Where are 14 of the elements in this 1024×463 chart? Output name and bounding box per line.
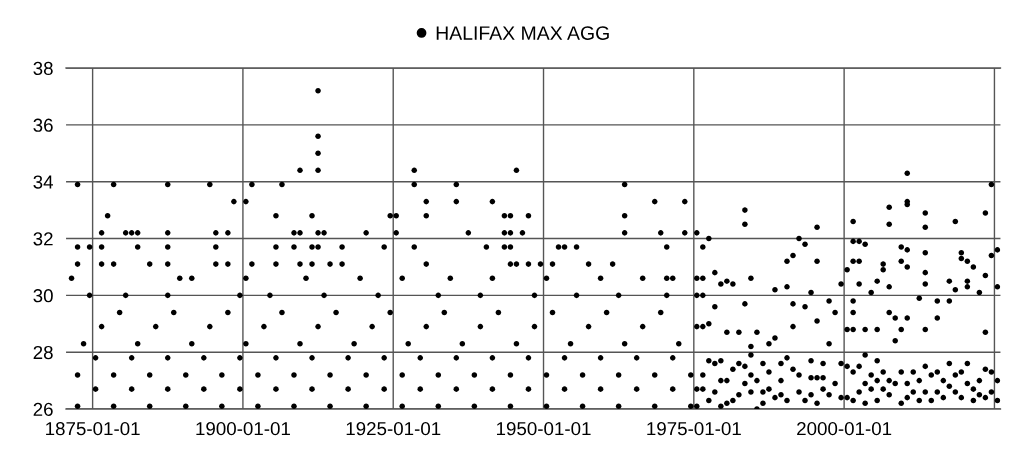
y-tick-label: 34 xyxy=(33,175,53,189)
x-tick-label: 1975-01-01 xyxy=(647,422,741,436)
x-tick-label: 1925-01-01 xyxy=(346,422,441,436)
y-tick-label: 30 xyxy=(33,289,53,303)
y-tick-label: 32 xyxy=(33,232,53,246)
x-tick-label: 1950-01-01 xyxy=(497,422,591,436)
legend-label: HALIFAX MAX AGG xyxy=(436,26,609,40)
x-tick-label: 1875-01-01 xyxy=(46,422,140,436)
y-tick-label: 26 xyxy=(33,402,53,416)
y-tick-label: 36 xyxy=(33,118,53,132)
y-tick-label: 38 xyxy=(33,61,53,76)
x-tick-label: 2000-01-01 xyxy=(797,422,892,436)
x-tick-label: 1900-01-01 xyxy=(196,422,290,436)
y-tick-label: 28 xyxy=(33,345,53,360)
